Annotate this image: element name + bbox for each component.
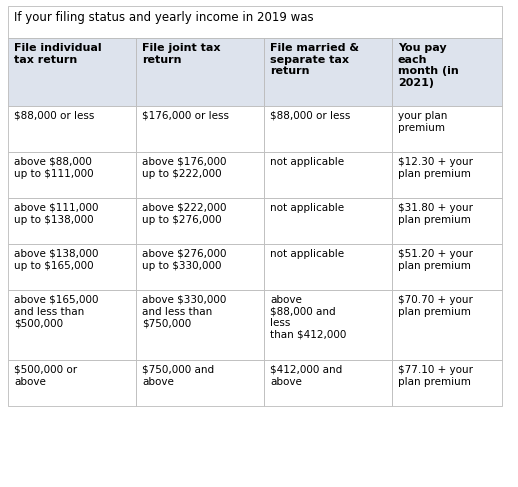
Bar <box>8 290 136 360</box>
Text: $412,000 and
above: $412,000 and above <box>270 365 342 387</box>
Text: If your filing status and yearly income in 2019 was: If your filing status and yearly income … <box>14 11 313 24</box>
Text: $12.30 + your
plan premium: $12.30 + your plan premium <box>398 157 473 179</box>
Bar <box>264 198 392 244</box>
Bar <box>8 152 136 198</box>
Text: File individual
tax return: File individual tax return <box>14 43 102 65</box>
Text: File married &
separate tax
return: File married & separate tax return <box>270 43 359 76</box>
Bar <box>136 290 264 360</box>
Text: $750,000 and
above: $750,000 and above <box>142 365 214 387</box>
Text: above $165,000
and less than
$500,000: above $165,000 and less than $500,000 <box>14 295 98 328</box>
Text: above $138,000
up to $165,000: above $138,000 up to $165,000 <box>14 249 98 271</box>
Bar <box>136 244 264 290</box>
Bar <box>8 38 136 106</box>
Bar <box>392 290 502 360</box>
Text: above
$88,000 and
less
than $412,000: above $88,000 and less than $412,000 <box>270 295 347 340</box>
Text: $77.10 + your
plan premium: $77.10 + your plan premium <box>398 365 473 387</box>
Bar <box>392 152 502 198</box>
Text: not applicable: not applicable <box>270 157 344 167</box>
Text: $88,000 or less: $88,000 or less <box>270 111 350 121</box>
Text: above $330,000
and less than
$750,000: above $330,000 and less than $750,000 <box>142 295 226 328</box>
Text: $88,000 or less: $88,000 or less <box>14 111 94 121</box>
Bar <box>136 38 264 106</box>
Bar <box>136 360 264 406</box>
Text: above $88,000
up to $111,000: above $88,000 up to $111,000 <box>14 157 94 179</box>
Bar <box>392 38 502 106</box>
Bar <box>264 360 392 406</box>
Text: $500,000 or
above: $500,000 or above <box>14 365 77 387</box>
Bar <box>392 244 502 290</box>
Bar <box>264 244 392 290</box>
Bar <box>136 198 264 244</box>
Text: File joint tax
return: File joint tax return <box>142 43 221 65</box>
Bar <box>8 244 136 290</box>
Text: not applicable: not applicable <box>270 203 344 213</box>
Text: $31.80 + your
plan premium: $31.80 + your plan premium <box>398 203 473 225</box>
Bar <box>264 152 392 198</box>
Bar <box>8 198 136 244</box>
Bar <box>8 106 136 152</box>
Text: $51.20 + your
plan premium: $51.20 + your plan premium <box>398 249 473 271</box>
Bar <box>392 106 502 152</box>
Text: above $176,000
up to $222,000: above $176,000 up to $222,000 <box>142 157 226 179</box>
Bar <box>392 360 502 406</box>
Text: $70.70 + your
plan premium: $70.70 + your plan premium <box>398 295 473 317</box>
Text: your plan
premium: your plan premium <box>398 111 448 132</box>
Text: You pay
each
month (in
2021): You pay each month (in 2021) <box>398 43 459 88</box>
Bar <box>136 106 264 152</box>
Text: $176,000 or less: $176,000 or less <box>142 111 229 121</box>
Bar <box>136 152 264 198</box>
Bar <box>264 106 392 152</box>
Bar <box>264 38 392 106</box>
Bar <box>392 198 502 244</box>
Text: above $222,000
up to $276,000: above $222,000 up to $276,000 <box>142 203 226 225</box>
Bar <box>8 6 502 38</box>
Text: not applicable: not applicable <box>270 249 344 259</box>
Bar <box>264 290 392 360</box>
Text: above $111,000
up to $138,000: above $111,000 up to $138,000 <box>14 203 98 225</box>
Text: above $276,000
up to $330,000: above $276,000 up to $330,000 <box>142 249 226 271</box>
Bar <box>8 360 136 406</box>
